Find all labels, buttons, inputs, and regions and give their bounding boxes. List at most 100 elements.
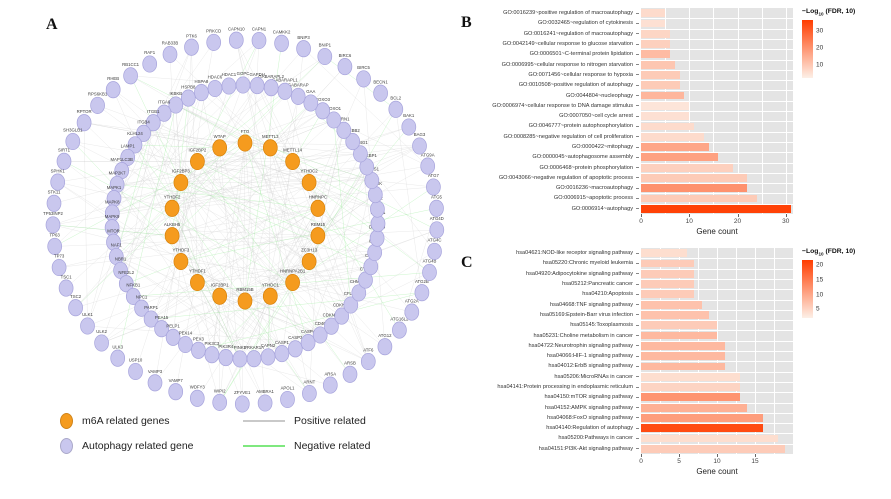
- category-label: GO:0010508~positive regulation of autoph…: [457, 80, 641, 90]
- y-tick: [636, 376, 639, 378]
- gene-node-AMBRA1: AMBRA1: [256, 389, 275, 412]
- gene-node-PELP1: PELP1: [165, 324, 181, 346]
- svg-text:WIPI2: WIPI2: [214, 389, 226, 394]
- panel-c-label: C: [461, 254, 473, 271]
- category-label: hsa05212:Pancreatic cancer: [457, 279, 641, 289]
- svg-text:ITGB4: ITGB4: [137, 120, 150, 125]
- gene-node-SH3GLB1: SH3GLB1: [63, 128, 83, 151]
- svg-text:ERN1: ERN1: [338, 117, 350, 122]
- x-axis-title: Gene count: [696, 467, 738, 476]
- gene-node-MTOR: MTOR: [106, 228, 121, 251]
- svg-text:STK11: STK11: [48, 190, 61, 195]
- gene-node-VAMP7: VAMP7: [168, 378, 183, 401]
- gene-node-WTAP: WTAP: [212, 134, 228, 157]
- gene-node-RHEB: RHEB: [105, 76, 121, 99]
- bar-C-3: [641, 280, 695, 288]
- svg-text:ATG2B: ATG2B: [415, 279, 429, 284]
- bar-C-6: [641, 311, 710, 319]
- svg-text:BNIP1: BNIP1: [319, 43, 332, 48]
- gene-node-FOXO3: FOXO3: [315, 97, 331, 120]
- svg-text:HSPA8: HSPA8: [195, 79, 209, 84]
- category-label: hsa04140:Regulation of autophagy: [457, 423, 641, 433]
- y-tick: [636, 197, 639, 199]
- svg-text:YTHDC1: YTHDC1: [262, 282, 280, 287]
- gene-node-NPC1: NPC1: [134, 294, 149, 317]
- y-tick: [636, 156, 639, 158]
- go-enrichment-bar-chart: GO:0016239~positive regulation of macroa…: [457, 8, 855, 240]
- gene-node-ATF6: ATF6: [360, 348, 376, 371]
- svg-text:SPHK1: SPHK1: [51, 168, 66, 173]
- svg-text:ATG4C: ATG4C: [427, 238, 441, 243]
- svg-text:PEA15: PEA15: [155, 315, 169, 320]
- legend-negative-label: Negative related: [294, 440, 371, 452]
- color-legend-title: −Log10 (FDR, 10): [802, 8, 856, 17]
- svg-text:USP10: USP10: [129, 358, 143, 363]
- category-label: hsa05231:Choline metabolism in cancer: [457, 330, 641, 340]
- svg-text:YTHDF3: YTHDF3: [173, 248, 190, 253]
- gene-node-CD46: CD46: [312, 321, 328, 344]
- positive-edge-swatch: [243, 420, 285, 422]
- svg-text:GAPDH: GAPDH: [250, 72, 265, 77]
- plot-area: [641, 248, 793, 454]
- svg-text:CFLAR: CFLAR: [344, 291, 358, 296]
- gene-node-HDAC1: HDAC1: [221, 72, 237, 95]
- gene-node-CASP3: CASP3: [287, 335, 303, 358]
- gene-node-SIRT1: SIRT1: [56, 148, 72, 170]
- category-label: GO:0044804~nucleophagy: [457, 90, 641, 100]
- svg-text:GABARAP: GABARAP: [288, 83, 309, 88]
- gene-node-HDAC6: HDAC6: [207, 75, 223, 98]
- gene-node-SPHK1: SPHK1: [50, 168, 66, 191]
- svg-text:MAP1LC3B: MAP1LC3B: [110, 157, 133, 162]
- gene-node-ATG2B: ATG2B: [414, 279, 430, 302]
- svg-text:BAK1: BAK1: [403, 113, 415, 118]
- gene-node-ATG2A: ATG2A: [404, 298, 420, 321]
- gene-node-NBR1: NBR1: [113, 257, 128, 279]
- bar-B-10: [641, 112, 690, 121]
- bar-B-1: [641, 19, 666, 28]
- gene-node-MAP1LC3B: MAP1LC3B: [110, 157, 133, 180]
- bar-B-15: [641, 163, 733, 172]
- y-tick: [636, 355, 639, 357]
- y-tick: [636, 365, 639, 367]
- x-axis: 0 5 10 15 Gene count: [639, 454, 793, 480]
- svg-text:ARSA: ARSA: [324, 371, 336, 376]
- svg-text:IKBKB: IKBKB: [169, 91, 182, 96]
- gene-node-TSC1: TSC1: [58, 274, 74, 297]
- svg-text:RHEB: RHEB: [107, 76, 119, 81]
- gene-node-GABARAP: GABARAP: [288, 83, 309, 105]
- gene-node-FOXO1: FOXO1: [326, 106, 342, 129]
- svg-text:BIRC5: BIRC5: [357, 65, 370, 70]
- category-label: hsa04722:Neurotrophin signaling pathway: [457, 341, 641, 351]
- y-tick: [636, 53, 639, 55]
- svg-text:ITGB1: ITGB1: [147, 109, 160, 114]
- gene-node-CASP1: CASP1: [274, 340, 290, 363]
- x-tick-label: 5: [677, 458, 681, 465]
- gene-node-ZFYVE1: ZFYVE1: [234, 390, 251, 413]
- svg-text:CASP4: CASP4: [301, 329, 316, 334]
- plot-column: 0 10 20 30 Gene count: [639, 8, 793, 240]
- m6a-node-swatch: [60, 413, 73, 429]
- svg-text:VAMP3: VAMP3: [148, 369, 163, 374]
- svg-text:HNRNPA2B1: HNRNPA2B1: [280, 269, 306, 274]
- svg-text:PTK6: PTK6: [186, 33, 197, 38]
- category-label: GO:0006501~C-terminal protein lipidation: [457, 49, 641, 59]
- svg-text:ATG2A: ATG2A: [405, 298, 419, 303]
- legend-tick-label: 20: [816, 261, 824, 269]
- gene-node-BAG3: BAG3: [412, 132, 427, 155]
- legend-tick-label: 10: [816, 291, 824, 299]
- category-label: GO:0006915~apoptotic process: [457, 193, 641, 203]
- inner-ring-nodes: FTO METTL3 METTL14 YTHDC2 HNRNPC RBM15 ZC3H13 H…: [164, 129, 327, 310]
- gene-node-ATG5: ATG5: [429, 195, 444, 217]
- svg-text:ATG16L2: ATG16L2: [390, 316, 409, 321]
- gene-node-PTK6: PTK6: [184, 33, 199, 56]
- legend-item-m6a: m6A related genes: [60, 412, 225, 430]
- bar-B-6: [641, 71, 680, 79]
- gene-node-CAMKK2: CAMKK2: [273, 30, 291, 52]
- svg-text:PRKCD: PRKCD: [206, 29, 221, 34]
- y-tick: [636, 262, 639, 264]
- category-label: hsa04152:AMPK signaling pathway: [457, 402, 641, 412]
- svg-text:RPS6KB1: RPS6KB1: [88, 92, 108, 97]
- svg-text:MAPK8: MAPK8: [105, 199, 120, 204]
- gene-node-IKBKB: IKBKB: [168, 91, 184, 114]
- network-legend: m6A related genes Autophagy related gene…: [60, 412, 370, 455]
